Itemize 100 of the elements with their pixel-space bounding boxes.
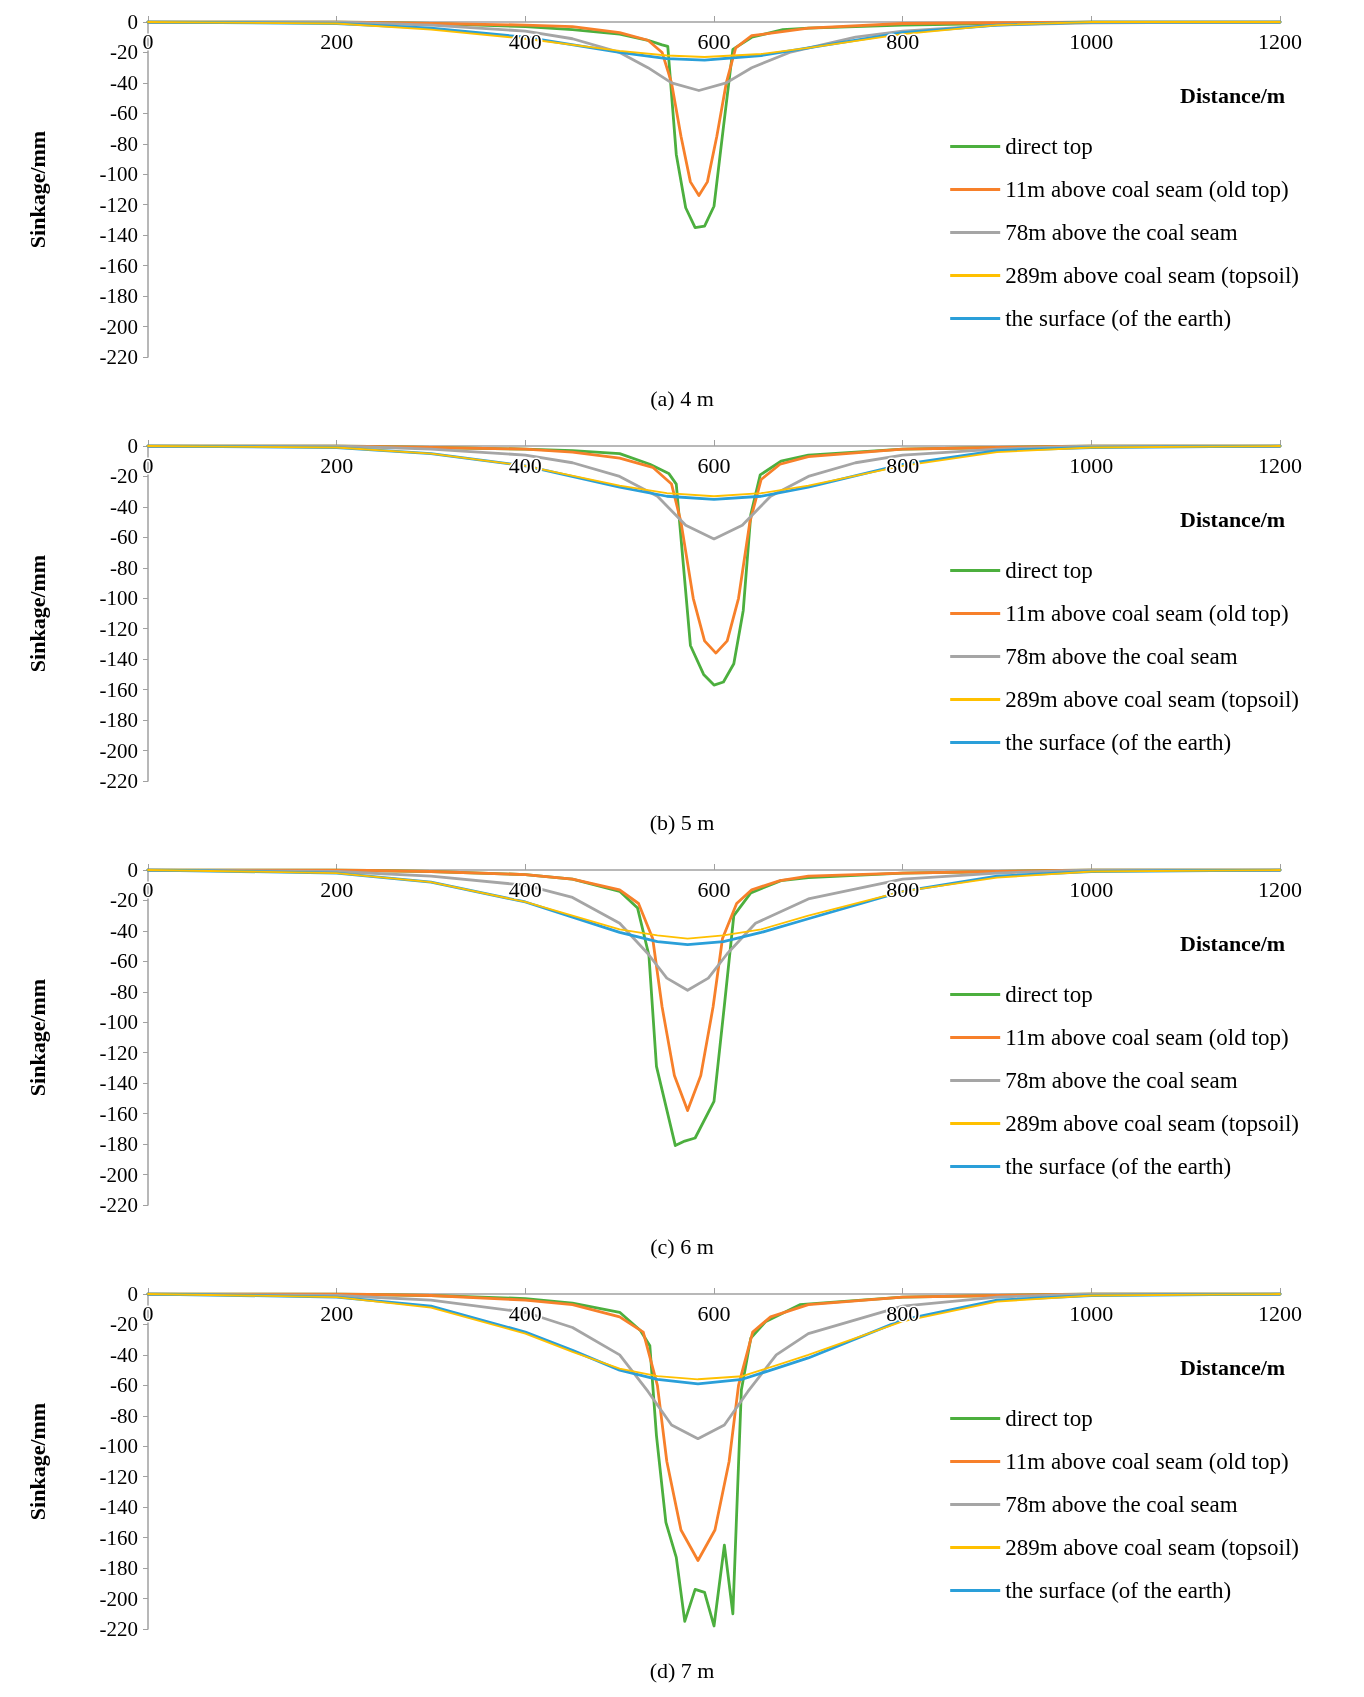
y-tick-label: -40 (110, 1342, 138, 1367)
x-tick-label: 200 (320, 28, 354, 54)
y-tick-label: -60 (110, 101, 138, 126)
y-tick-label: -20 (110, 1312, 138, 1337)
x-tick-label: 1000 (1069, 1300, 1114, 1326)
legend-label: 11m above coal seam (old top) (1005, 1449, 1289, 1474)
y-tick-label: -180 (99, 1132, 138, 1157)
y-tick-label: -160 (99, 1101, 138, 1126)
legend-label: 78m above the coal seam (1005, 220, 1238, 245)
y-tick-label: -200 (99, 314, 138, 339)
y-tick-label: -80 (110, 555, 138, 580)
y-tick-label: -220 (99, 345, 138, 369)
y-tick-label: -40 (110, 918, 138, 943)
x-tick-label: 600 (697, 876, 731, 902)
y-tick-label: -100 (99, 162, 138, 187)
y-tick-label: 0 (127, 10, 138, 34)
legend-label: the surface (of the earth) (1005, 730, 1232, 755)
x-tick-label: 1000 (1069, 452, 1114, 478)
y-tick-label: -200 (99, 1162, 138, 1187)
text: (d) 7 m (649, 1657, 715, 1683)
x-tick-label: 200 (320, 876, 354, 902)
y-tick-label: -220 (99, 769, 138, 793)
y-axis-title: Sinkage/mm (24, 130, 50, 249)
y-tick-label: 0 (127, 858, 138, 882)
x-tick-label: 600 (697, 1300, 731, 1326)
y-tick-label: -100 (99, 1434, 138, 1459)
y-tick-label: -180 (99, 284, 138, 309)
y-axis-title: Sinkage/mm (24, 554, 50, 673)
y-axis-title: Sinkage/mm (24, 1402, 50, 1521)
text: (a) 4 m (650, 385, 714, 411)
y-tick-label: -40 (110, 70, 138, 95)
x-axis-title: Distance/m (1180, 82, 1286, 108)
legend-label: 289m above coal seam (topsoil) (1005, 1535, 1299, 1560)
y-tick-label: -20 (110, 464, 138, 489)
y-tick-label: 0 (127, 1282, 138, 1306)
y-tick-label: 0 (127, 434, 138, 458)
legend-label: direct top (1005, 558, 1093, 583)
x-tick-label: 400 (508, 1300, 542, 1326)
y-axis-title: Sinkage/mm (24, 978, 50, 1097)
y-tick-label: -140 (99, 223, 138, 248)
legend-label: 289m above coal seam (topsoil) (1005, 263, 1299, 288)
x-axis-title: Distance/m (1180, 1354, 1286, 1380)
x-tick-label: 1000 (1069, 28, 1114, 54)
x-tick-label: 800 (886, 28, 920, 54)
legend-label: 78m above the coal seam (1005, 644, 1238, 669)
y-tick-label: -180 (99, 1556, 138, 1581)
y-tick-label: -60 (110, 949, 138, 974)
x-tick-label: 200 (320, 452, 354, 478)
y-tick-label: -100 (99, 1010, 138, 1035)
x-tick-label: 200 (320, 1300, 354, 1326)
y-tick-label: -160 (99, 677, 138, 702)
x-tick-label: 1200 (1258, 452, 1302, 478)
y-tick-label: -120 (99, 1040, 138, 1065)
y-tick-label: -60 (110, 525, 138, 550)
legend-label: the surface (of the earth) (1005, 1154, 1232, 1179)
y-tick-label: -200 (99, 1586, 138, 1611)
x-tick-label: 1200 (1258, 876, 1302, 902)
y-tick-label: -80 (110, 131, 138, 156)
y-tick-label: -180 (99, 708, 138, 733)
legend-label: 289m above coal seam (topsoil) (1005, 1111, 1299, 1136)
y-tick-label: -20 (110, 40, 138, 65)
x-tick-label: 800 (886, 1300, 920, 1326)
legend-label: direct top (1005, 982, 1093, 1007)
x-tick-label: 1200 (1258, 1300, 1302, 1326)
x-axis-title: Distance/m (1180, 930, 1286, 956)
y-tick-label: -140 (99, 647, 138, 672)
text: (b) 5 m (649, 809, 715, 835)
legend-label: 11m above coal seam (old top) (1005, 601, 1289, 626)
y-tick-label: -200 (99, 738, 138, 763)
x-tick-label: 600 (697, 28, 731, 54)
legend-label: 78m above the coal seam (1005, 1068, 1238, 1093)
y-tick-label: -160 (99, 1525, 138, 1550)
y-tick-label: -220 (99, 1193, 138, 1217)
y-tick-label: -100 (99, 586, 138, 611)
legend-label: 11m above coal seam (old top) (1005, 1025, 1289, 1050)
y-tick-label: -220 (99, 1617, 138, 1641)
y-tick-label: -60 (110, 1373, 138, 1398)
y-tick-label: -120 (99, 192, 138, 217)
y-tick-label: -140 (99, 1495, 138, 1520)
legend-label: 289m above coal seam (topsoil) (1005, 687, 1299, 712)
y-tick-label: -40 (110, 494, 138, 519)
legend-label: 78m above the coal seam (1005, 1492, 1238, 1517)
x-tick-label: 400 (508, 876, 542, 902)
legend-label: 11m above coal seam (old top) (1005, 177, 1289, 202)
y-tick-label: -160 (99, 253, 138, 278)
y-tick-label: -140 (99, 1071, 138, 1096)
legend-label: the surface (of the earth) (1005, 306, 1232, 331)
text: (c) 6 m (650, 1233, 714, 1259)
legend-label: direct top (1005, 1406, 1093, 1431)
x-tick-label: 1200 (1258, 28, 1302, 54)
y-tick-label: -120 (99, 616, 138, 641)
legend-label: the surface (of the earth) (1005, 1578, 1232, 1603)
x-axis-title: Distance/m (1180, 506, 1286, 532)
y-tick-label: -20 (110, 888, 138, 913)
y-tick-label: -120 (99, 1464, 138, 1489)
y-tick-label: -80 (110, 1403, 138, 1428)
x-tick-label: 600 (697, 452, 731, 478)
legend-label: direct top (1005, 134, 1093, 159)
x-tick-label: 1000 (1069, 876, 1114, 902)
y-tick-label: -80 (110, 979, 138, 1004)
